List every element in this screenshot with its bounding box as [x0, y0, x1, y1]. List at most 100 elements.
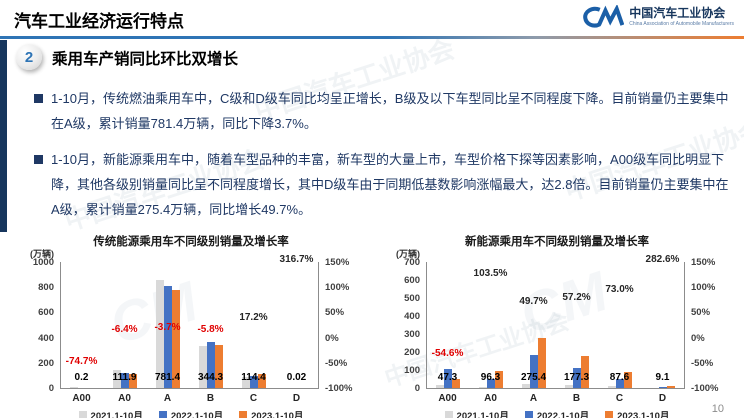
- y-axis-tick: 0: [48, 383, 54, 394]
- bar-2022.1-10月-A: [163, 285, 172, 388]
- value-label: 275.4: [520, 372, 547, 383]
- chart-title: 传统能源乘用车不同级别销量及增长率: [93, 236, 289, 248]
- right-axis-line: [318, 262, 319, 388]
- legend-label: 2023.1-10月: [251, 411, 304, 418]
- bar-2023.1-10月-A00: [451, 379, 460, 388]
- legend-label: 2021.1-10月: [456, 411, 509, 418]
- legend-swatch-icon: [444, 411, 453, 418]
- bullet-square-icon: [34, 94, 43, 103]
- legend-swatch-icon: [605, 411, 614, 418]
- right-axis-tick: 100%: [691, 282, 716, 294]
- y-axis-tick: 600: [38, 307, 54, 319]
- category-label: A00: [72, 393, 91, 404]
- bullet-text: 1-10月，传统燃油乘用车中，C级和D级车同比均呈正增长，B级及以下车型同比呈不…: [51, 91, 729, 132]
- value-label: 96.3: [480, 372, 501, 383]
- growth-rate-label: 49.7%: [519, 295, 548, 307]
- legend-swatch-icon: [239, 411, 248, 418]
- growth-rate-label: 73.0%: [605, 283, 634, 295]
- legend-item: 2021.1-10月: [444, 408, 509, 418]
- legend-swatch-icon: [78, 411, 87, 418]
- category-label: B: [572, 393, 581, 404]
- value-label: 87.6: [609, 372, 630, 383]
- x-axis-line: [60, 388, 319, 389]
- bar-2023.1-10月-A: [537, 338, 546, 388]
- section-number-badge: 2: [16, 44, 42, 70]
- y-axis-tick: 100: [404, 365, 420, 376]
- bar-2023.1-10月-C: [257, 373, 266, 388]
- legend-label: 2022.1-10月: [170, 411, 224, 418]
- category-label: C: [249, 393, 258, 404]
- bullet-square-icon: [34, 154, 43, 164]
- value-label: 111.9: [112, 372, 137, 383]
- chart-traditional-energy: 传统能源乘用车不同级别销量及增长率 (万辆) 0 200 400 600 800 1000 15…: [12, 233, 370, 418]
- bar-2022.1-10月-A: [529, 354, 538, 388]
- bullet-item: 1-10月，新能源乘用车中，随着车型品种的丰富，新车型的大量上市，车型价格下探等…: [34, 147, 734, 223]
- right-axis-tick: -100%: [325, 383, 353, 394]
- right-axis-line: [684, 262, 685, 388]
- legend-label: 2021.1-10月: [90, 411, 143, 418]
- org-name-en: China Association of Automobile Manufact…: [629, 20, 734, 27]
- chart-legend: 2021.1-10月 2022.1-10月 2023.1-10月: [378, 408, 736, 418]
- growth-rate-label: -6.4%: [111, 323, 138, 335]
- y-axis-tick: 700: [404, 257, 420, 268]
- y-axis-tick: 300: [404, 329, 420, 340]
- left-accent-stripe: [0, 40, 7, 232]
- right-axis-tick: -50%: [325, 357, 348, 369]
- y-axis-tick: 200: [404, 347, 420, 358]
- right-axis-tick: 0%: [691, 332, 705, 344]
- y-axis-line: [60, 262, 61, 388]
- category-label: A: [163, 393, 172, 404]
- right-axis-tick: 0%: [325, 332, 339, 344]
- value-label: 114.4: [241, 372, 266, 383]
- section-title: 乘用车产销同比环比双增长: [52, 51, 239, 68]
- chart-title: 新能源乘用车不同级别销量及增长率: [465, 236, 649, 248]
- category-label: A0: [118, 393, 131, 404]
- bar-2023.1-10月-B: [214, 344, 223, 388]
- y-axis-tick: 600: [404, 275, 420, 286]
- bar-2023.1-10月-A0: [128, 373, 137, 388]
- y-axis-tick: 400: [404, 311, 420, 322]
- growth-rate-label: 316.7%: [279, 254, 314, 265]
- right-axis-tick: -50%: [691, 357, 714, 369]
- bar-2021.1-10月-C: [607, 386, 616, 388]
- bar-2023.1-10月-A: [171, 289, 180, 388]
- bar-2023.1-10月-A0: [494, 370, 503, 388]
- category-label: C: [615, 393, 624, 404]
- category-label: A0: [484, 393, 497, 404]
- legend-item: 2021.1-10月: [78, 408, 143, 418]
- header-divider: [0, 36, 744, 39]
- axis-unit-label: (万辆): [30, 249, 54, 259]
- y-axis-tick: 500: [404, 293, 420, 304]
- category-label: B: [206, 393, 215, 404]
- growth-rate-label: 57.2%: [562, 291, 591, 303]
- bar-2022.1-10月-B: [572, 367, 581, 388]
- y-axis-tick: 1000: [32, 257, 54, 268]
- growth-rate-label: -5.8%: [197, 323, 224, 335]
- bar-2021.1-10月-B: [198, 346, 207, 388]
- page-number: 10: [711, 403, 724, 415]
- bar-2021.1-10月-A0: [478, 386, 487, 388]
- bar-2021.1-10月-A00: [69, 387, 78, 388]
- legend-swatch-icon: [158, 411, 167, 418]
- axis-unit-label: (万辆): [396, 249, 420, 259]
- growth-rate-label: 282.6%: [645, 254, 680, 265]
- bar-2022.1-10月-A0: [120, 372, 129, 388]
- legend-label: 2023.1-10月: [617, 411, 670, 418]
- bar-2022.1-10月-B: [206, 341, 215, 388]
- category-label: A: [529, 393, 538, 404]
- bullet-list: 1-10月，传统燃油乘用车中，C级和D级车同比均呈正增长，B级及以下车型同比呈不…: [34, 86, 734, 233]
- legend-item: 2023.1-10月: [239, 408, 303, 418]
- legend-item: 2022.1-10月: [524, 408, 589, 418]
- right-axis-tick: 50%: [691, 307, 711, 319]
- y-axis-tick: 0: [414, 383, 420, 394]
- org-logo: 中国汽车工业协会 China Association of Automobile…: [582, 5, 734, 29]
- y-axis-tick: 400: [38, 332, 54, 344]
- bar-2022.1-10月-C: [249, 375, 258, 388]
- growth-rate-label: -74.7%: [65, 356, 98, 367]
- org-name-cn: 中国汽车工业协会: [629, 6, 726, 21]
- legend-swatch-icon: [524, 411, 533, 418]
- bar-2021.1-10月-A: [521, 384, 530, 388]
- category-label: A00: [438, 393, 457, 404]
- category-label: D: [658, 393, 667, 404]
